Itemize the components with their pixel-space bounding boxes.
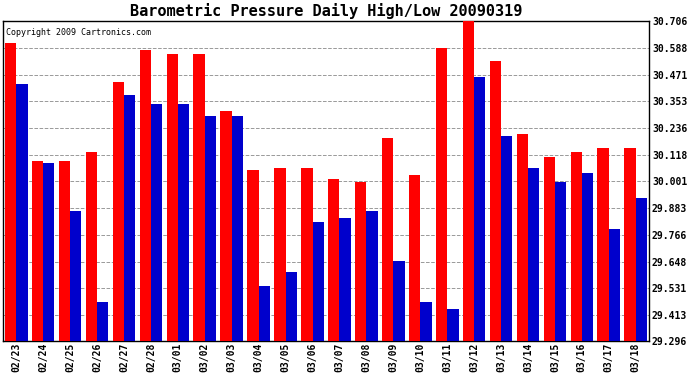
Bar <box>501 136 513 342</box>
Bar <box>70 211 81 342</box>
Bar <box>528 168 540 342</box>
Bar <box>490 61 501 342</box>
Bar <box>232 116 243 342</box>
Bar <box>193 54 205 342</box>
Bar <box>624 148 635 342</box>
Bar <box>517 134 528 342</box>
Text: Copyright 2009 Cartronics.com: Copyright 2009 Cartronics.com <box>6 28 151 37</box>
Bar <box>86 152 97 342</box>
Bar <box>582 172 593 342</box>
Bar <box>286 273 297 342</box>
Bar <box>393 261 404 342</box>
Bar <box>124 95 135 342</box>
Bar <box>97 302 108 342</box>
Bar <box>220 111 232 342</box>
Bar <box>313 222 324 342</box>
Bar <box>598 148 609 342</box>
Bar <box>17 84 28 342</box>
Bar <box>474 77 486 342</box>
Bar <box>205 116 216 342</box>
Bar <box>59 161 70 342</box>
Bar <box>166 54 178 342</box>
Bar <box>139 50 151 342</box>
Bar <box>366 211 377 342</box>
Bar <box>447 309 458 342</box>
Bar <box>247 170 259 342</box>
Bar <box>339 218 351 342</box>
Bar <box>409 175 420 342</box>
Bar <box>544 157 555 342</box>
Bar <box>571 152 582 342</box>
Bar <box>112 82 124 342</box>
Bar <box>436 48 447 342</box>
Bar <box>328 179 339 342</box>
Bar <box>382 138 393 342</box>
Bar <box>635 198 647 342</box>
Bar <box>555 182 566 342</box>
Bar <box>609 229 620 342</box>
Bar <box>151 104 162 342</box>
Bar <box>259 286 270 342</box>
Bar <box>32 161 43 342</box>
Bar <box>5 43 17 342</box>
Bar <box>463 18 474 342</box>
Bar <box>420 302 431 342</box>
Bar <box>302 168 313 342</box>
Bar <box>178 104 189 342</box>
Bar <box>355 182 366 342</box>
Title: Barometric Pressure Daily High/Low 20090319: Barometric Pressure Daily High/Low 20090… <box>130 3 522 19</box>
Bar <box>43 164 55 342</box>
Bar <box>274 168 286 342</box>
